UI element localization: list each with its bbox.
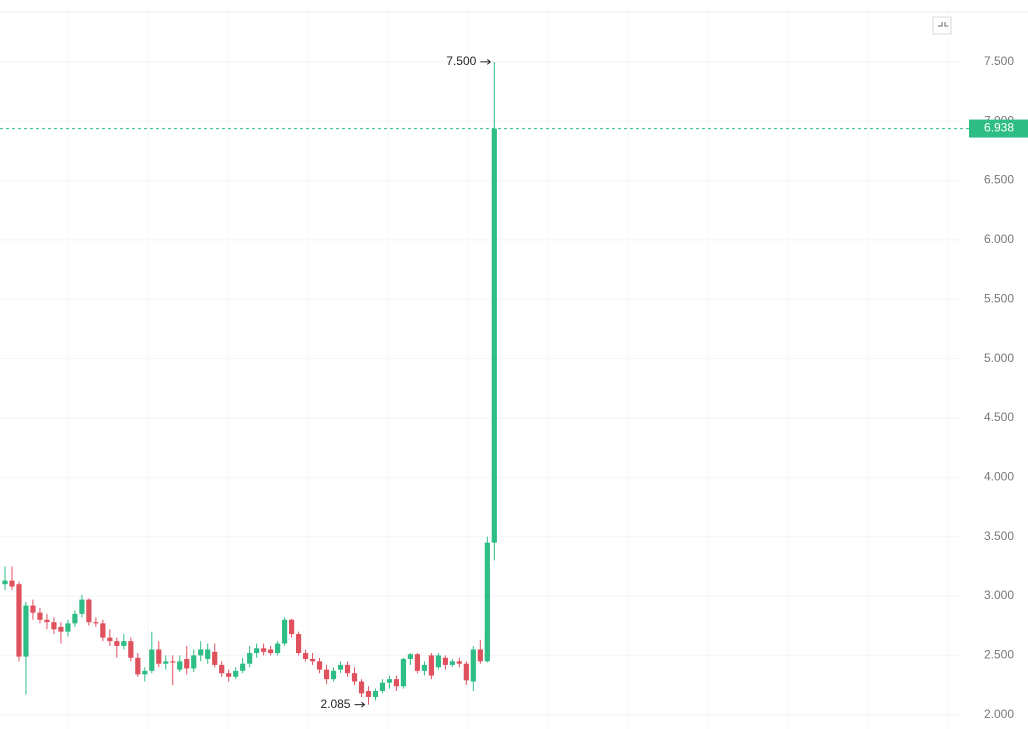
candle-body [261,648,267,652]
y-tick-label: 4.000 [984,470,1014,484]
candle-body [254,648,260,654]
candle-body [268,649,274,654]
candle-body [44,619,50,623]
candle-body [288,619,295,635]
candle-body [240,663,246,671]
marker-label: 2.085 [320,697,350,711]
candle-body [386,679,393,683]
last-price-box [969,119,1028,138]
candle-body [449,661,455,665]
y-tick-label: 6.000 [984,232,1014,246]
last-price-label: 6.938 [984,121,1014,135]
candle-body [93,622,99,624]
candle-body [414,654,421,671]
candle-body [100,623,106,638]
candle-body [275,643,281,654]
candle-body [114,641,120,646]
candle-body [86,599,92,623]
candle-body [142,670,148,675]
candle-body [247,653,253,664]
candle-body [463,663,469,681]
candle-body [456,661,462,664]
candle-body [177,661,183,670]
candle-body [372,691,379,697]
candle-body [484,542,490,662]
candle-body [282,619,288,644]
candle-body [65,623,71,632]
candle-body [212,651,218,665]
candle-body [407,654,414,659]
candle-body [163,661,169,664]
candle-body [365,691,372,697]
candle-body [191,655,197,669]
candle-body [149,649,155,671]
candle-body [351,673,358,682]
candle-body [128,641,134,658]
candle-body [72,613,78,624]
candle-body [393,679,400,687]
candle-body [205,649,211,659]
candle-body [23,605,29,657]
candle-body [9,580,15,587]
y-tick-label: 4.500 [984,410,1014,424]
candle-body [358,681,365,694]
candle-body [37,612,43,620]
candle-body [337,664,344,670]
marker-label: 7.500 [446,54,476,68]
candle-body [219,664,225,674]
candle-body [302,653,309,659]
candle-body [79,599,85,614]
candle-body [491,128,497,543]
y-tick-label: 3.000 [984,588,1014,602]
y-tick-label: 7.500 [984,54,1014,68]
y-tick-label: 6.500 [984,173,1014,187]
y-tick-label: 2.000 [984,707,1014,721]
candle-body [316,661,323,670]
y-tick-label: 3.500 [984,529,1014,543]
candle-body [226,673,232,677]
candle-body [107,637,113,642]
candle-body [379,682,386,692]
candle-body [309,658,316,662]
candle-body [233,670,239,677]
candle-body [156,649,162,664]
candle-body [121,641,127,646]
y-tick-label: 5.000 [984,351,1014,365]
candle-body [2,580,8,585]
candle-body [477,649,483,662]
candle-body [51,622,57,630]
candle-body [30,605,36,613]
candle-body [184,658,190,669]
candle-body [421,664,427,671]
candle-body [323,669,330,680]
candle-body [198,649,204,656]
candle-body [435,655,441,668]
candle-body [344,664,351,674]
candle-body [295,634,302,654]
candle-body [470,649,476,682]
candle-body [16,584,22,657]
candle-body [58,626,64,632]
candle-body [400,658,407,687]
marker-arrowhead [361,701,366,708]
y-tick-label: 2.500 [984,648,1014,662]
fullscreen-button[interactable] [932,16,952,35]
candle-body [330,670,337,680]
candle-body [170,661,176,663]
candle-body [428,655,434,676]
candle-body [442,657,448,665]
marker-arrowhead [486,58,492,65]
candle-body [135,657,141,675]
y-tick-label: 5.500 [984,291,1014,305]
